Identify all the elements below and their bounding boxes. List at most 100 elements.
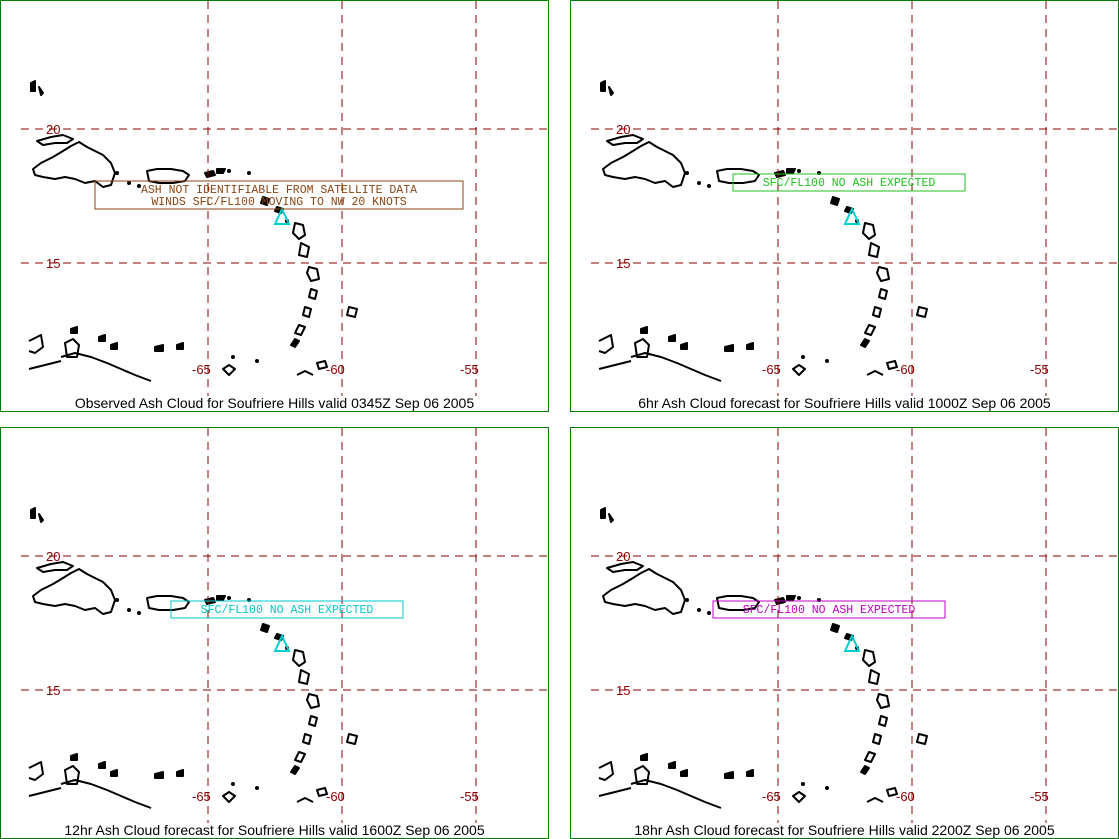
coastline-shape [630,352,722,382]
coastline-shape [598,761,614,781]
coastline-shape [298,669,310,685]
island-dot [227,169,231,173]
lon-label: -65 [192,362,211,377]
coastline-shape [860,338,870,348]
coastline-shape [872,733,882,745]
island-dot [797,596,801,600]
coastline-shape [792,364,806,376]
lon-label: -65 [762,362,781,377]
volcano-marker-icon [843,633,861,652]
coastline-shape [866,370,884,376]
coastline-shape [296,370,314,376]
advisory-text: ASH NOT IDENTIFIABLE FROM SATELLITE DATA [141,184,417,197]
coastline-shape [110,769,118,777]
coastline-shape [38,86,44,96]
coastline-layer [598,80,928,382]
coastline-shape [746,769,754,777]
island-dot [697,181,701,185]
lat-label: 20 [616,549,630,564]
coastline-shape [608,513,614,523]
advisory-text: SFC/FL100 NO ASH EXPECTED [201,604,374,617]
coastline-shape [600,507,606,519]
panel-caption: Observed Ash Cloud for Soufriere Hills v… [74,395,475,411]
coastline-shape [176,769,184,777]
coastline-shape [868,669,880,685]
coastline-shape [28,334,44,354]
lat-label: 15 [46,256,60,271]
coastline-shape [600,80,606,92]
coastline-shape [70,326,78,334]
coastline-shape [30,80,36,92]
coastline-shape [28,787,62,797]
coastline-shape [98,334,106,342]
coastline-shape [346,733,358,745]
coastline-shape [598,360,632,370]
coastline-shape [260,196,270,206]
coastline-shape [146,168,190,184]
coastline-shape [98,761,106,769]
island-dot [211,171,215,175]
coastline-layer [28,507,358,809]
coastline-shape [302,306,312,318]
lat-label: 15 [616,683,630,698]
coastline-shape [292,222,306,240]
coastline-shape [110,342,118,350]
coastline-shape [306,693,320,709]
island-dot [697,608,701,612]
advisory-frame [732,173,966,192]
lon-label: -65 [762,789,781,804]
advisory-frame [712,600,946,619]
coastline-shape [860,765,870,775]
coastline-shape [154,771,164,779]
coastline-shape [876,693,890,709]
island-dot [247,171,251,175]
volcano-marker-icon [843,206,861,225]
coastline-shape [716,168,760,184]
coastline-shape [222,364,236,376]
coastline-shape [36,561,74,573]
island-dot [255,786,259,790]
coastline-shape [32,141,116,188]
island-dot [231,355,235,359]
coastline-shape [640,326,648,334]
island-dot [115,598,119,602]
island-dot [255,359,259,363]
coastline-shape [668,334,676,342]
coastline-shape [640,753,648,761]
island-dot [685,598,689,602]
coastline-shape [154,344,164,352]
coastline-shape [176,342,184,350]
lat-label: 15 [616,256,630,271]
coastline-shape [630,779,722,809]
coastline-shape [606,134,644,146]
coastline-shape [786,595,796,601]
coastline-shape [308,288,318,300]
advisory-text: WINDS SFC/FL100 MOVING TO NW 20 KNOTS [151,196,406,209]
coastline-shape [886,360,898,370]
coastline-shape [64,338,80,358]
island-dot [825,786,829,790]
coastline-shape [216,595,226,601]
coastline-shape [32,568,116,615]
coastline-shape [830,196,840,206]
ash-map: 20 15 -65 -60 -55 SFC/FL100 NO ASH EXPECTED [591,428,1119,823]
coastline-shape [598,787,632,797]
panel-caption: 12hr Ash Cloud forecast for Soufriere Hi… [64,822,485,838]
island-dot [231,782,235,786]
coastline-shape [28,761,44,781]
coastline-shape [872,306,882,318]
coastline-shape [792,791,806,803]
island-dot [115,171,119,175]
panel-caption: 18hr Ash Cloud forecast for Soufriere Hi… [634,822,1055,838]
coastline-shape [316,787,328,797]
island-dot [707,611,711,615]
lon-label: -60 [896,789,915,804]
advisory-frame [170,600,404,619]
island-dot [797,169,801,173]
coastline-layer [28,80,358,382]
advisory-box: ASH NOT IDENTIFIABLE FROM SATELLITE DATA… [94,180,464,210]
lon-label: -60 [326,789,345,804]
coastline-shape [864,324,876,336]
coastline-shape [30,507,36,519]
island-dot [801,782,805,786]
